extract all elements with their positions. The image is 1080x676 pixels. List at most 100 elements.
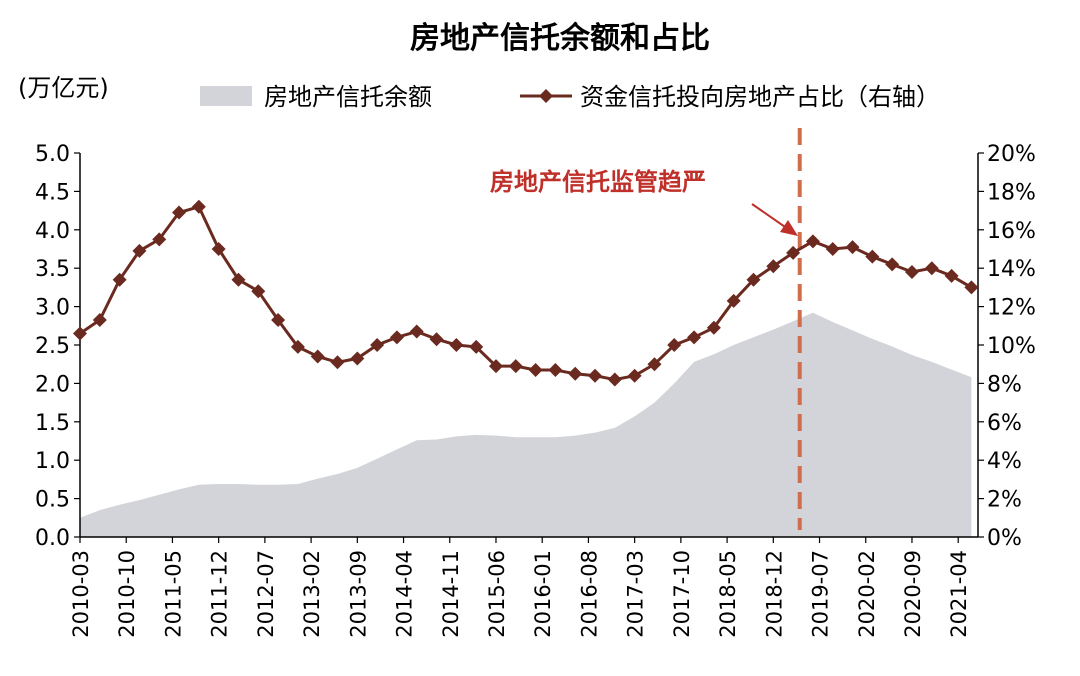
x-tick-label: 2016-08 xyxy=(577,550,601,638)
line-point xyxy=(429,332,444,347)
legend-label-line: 资金信托投向房地产占比（右轴） xyxy=(580,83,940,111)
line-point xyxy=(112,272,127,287)
line-point xyxy=(865,249,880,264)
x-tick-label: 2017-10 xyxy=(670,550,694,638)
y-left-tick-label: 4.0 xyxy=(35,219,70,244)
line-point xyxy=(191,199,206,214)
x-tick-label: 2016-01 xyxy=(531,550,555,638)
line-point xyxy=(964,280,979,295)
y-left-tick-label: 5.0 xyxy=(35,142,70,167)
y-left-tick-label: 1.5 xyxy=(35,411,70,436)
y-right-tick-label: 12% xyxy=(987,296,1036,321)
y-left-tick-label: 1.0 xyxy=(35,449,70,474)
legend-swatch-marker xyxy=(539,89,553,103)
line-point xyxy=(488,359,503,374)
x-tick-label: 2013-09 xyxy=(346,550,370,638)
x-tick-label: 2011-05 xyxy=(161,550,185,638)
line-point xyxy=(805,234,820,249)
y-right-tick-label: 14% xyxy=(987,257,1036,282)
x-tick-label: 2012-07 xyxy=(254,550,278,638)
x-tick-label: 2010-03 xyxy=(69,550,93,638)
y-left-tick-label: 3.0 xyxy=(35,296,70,321)
line-point xyxy=(469,339,484,354)
x-tick-label: 2011-12 xyxy=(208,550,232,638)
legend: 房地产信托余额 资金信托投向房地产占比（右轴） xyxy=(200,83,940,111)
line-point xyxy=(231,272,246,287)
y-axis-unit-label: (万亿元) xyxy=(18,74,109,102)
line-point xyxy=(92,313,107,328)
line-point xyxy=(885,257,900,272)
line-point xyxy=(152,232,167,247)
line-point xyxy=(904,265,919,280)
line-point xyxy=(924,261,939,276)
line-point xyxy=(647,357,662,372)
line-point xyxy=(667,338,682,352)
x-tick-label: 2018-12 xyxy=(762,550,786,638)
x-tick-label: 2017-03 xyxy=(624,550,648,638)
line-point xyxy=(73,326,87,341)
line-series-share xyxy=(79,205,973,382)
y-right-tick-label: 6% xyxy=(987,411,1022,436)
annotation-label: 房地产信托监管趋严 xyxy=(490,168,706,196)
line-point xyxy=(290,339,305,354)
line-point xyxy=(746,272,761,287)
line-point xyxy=(389,330,404,345)
line-point xyxy=(409,324,424,339)
line-point xyxy=(370,338,385,352)
x-tick-label: 2020-02 xyxy=(855,550,879,638)
line-point xyxy=(687,330,702,345)
y-right-tick-label: 10% xyxy=(987,334,1036,359)
area-series-balance xyxy=(80,312,972,537)
y-right-tick-label: 16% xyxy=(987,219,1036,244)
annotation-arrow-shaft xyxy=(751,203,789,230)
y-left-tick-label: 4.5 xyxy=(35,180,70,205)
x-tick-label: 2015-06 xyxy=(485,550,509,638)
x-tick-label: 2014-11 xyxy=(439,550,463,638)
y-left-tick-label: 3.5 xyxy=(35,257,70,282)
line-point xyxy=(845,240,860,255)
line-point xyxy=(449,338,464,352)
legend-label-area: 房地产信托余额 xyxy=(264,83,432,111)
y-right-tick-label: 18% xyxy=(987,180,1036,205)
x-tick-label: 2018-05 xyxy=(716,550,740,638)
x-tick-label: 2020-09 xyxy=(901,550,925,638)
y-left-tick-label: 2.5 xyxy=(35,334,70,359)
line-point xyxy=(766,259,781,274)
y-right-tick-label: 2% xyxy=(987,488,1022,513)
line-point xyxy=(211,242,226,256)
line-point xyxy=(726,293,741,308)
line-point xyxy=(786,245,801,260)
x-tick-label: 2010-10 xyxy=(115,550,139,638)
y-right-tick-label: 4% xyxy=(987,449,1022,474)
chart-title: 房地产信托余额和占比 xyxy=(410,21,710,56)
line-point xyxy=(251,284,266,299)
y-right-tick-label: 20% xyxy=(987,142,1036,167)
line-point xyxy=(528,362,543,377)
line-point xyxy=(330,355,345,370)
legend-swatch-area xyxy=(200,86,252,106)
x-tick-label: 2021-04 xyxy=(947,550,971,638)
annotation-arrow-head xyxy=(780,220,798,236)
x-tick-label: 2013-02 xyxy=(300,550,324,638)
line-point xyxy=(508,359,523,374)
line-point xyxy=(825,242,840,256)
line-point xyxy=(706,320,721,335)
line-point xyxy=(132,243,147,258)
line-point xyxy=(548,362,563,377)
y-right-tick-label: 0% xyxy=(987,526,1022,551)
line-point xyxy=(271,313,286,328)
y-right-tick-label: 8% xyxy=(987,372,1022,397)
line-point xyxy=(350,351,365,366)
line-point xyxy=(172,205,187,220)
line-point xyxy=(588,368,603,383)
line-point xyxy=(310,349,325,364)
line-point xyxy=(627,368,642,383)
y-left-tick-label: 0.5 xyxy=(35,488,70,513)
line-point xyxy=(607,372,622,387)
y-left-tick-label: 2.0 xyxy=(35,372,70,397)
plot-area: 0.0 0.5 1.0 1.5 2.0 2.5 3.0 3.5 4.0 4.5 5.0 0% 2% 4% 6… xyxy=(35,128,1036,638)
x-tick-label: 2014-04 xyxy=(393,550,417,638)
line-point xyxy=(944,268,959,283)
y-left-tick-label: 0.0 xyxy=(35,526,70,551)
